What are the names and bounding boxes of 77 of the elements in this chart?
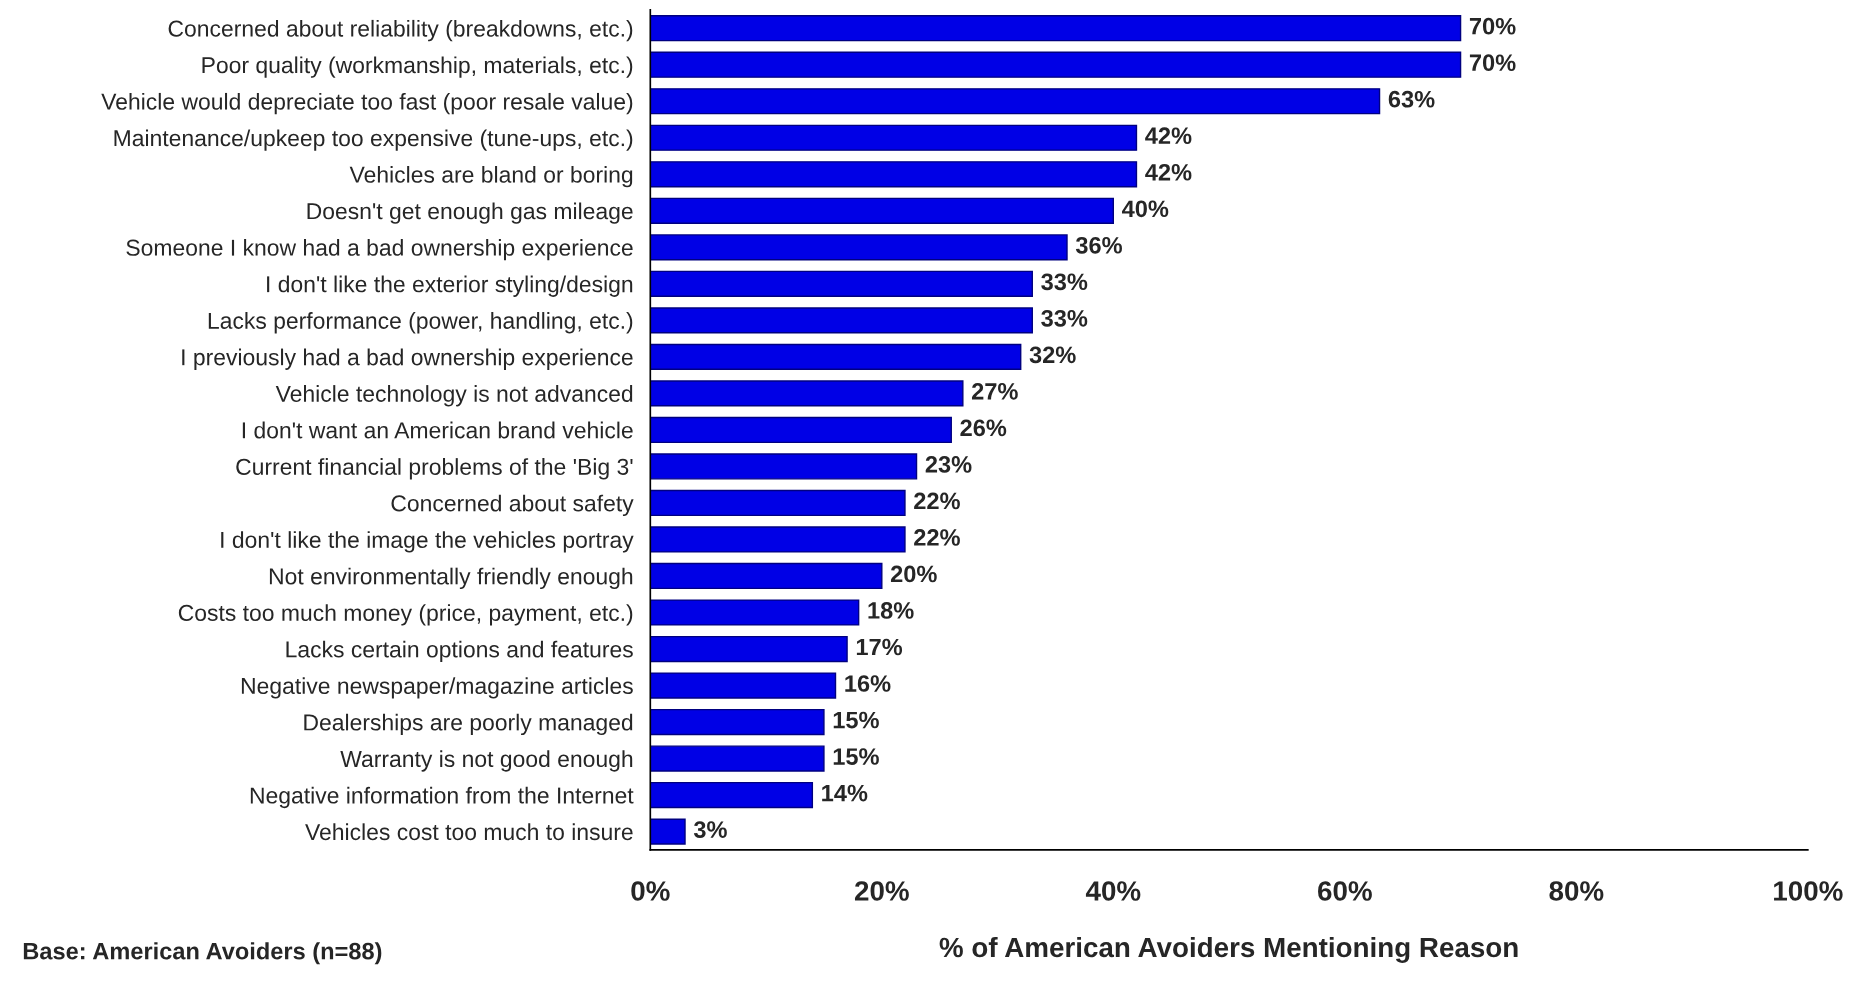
y-tick-label: I don't like the exterior styling/design [267, 275, 633, 297]
x-tick-label: 40% [1085, 881, 1141, 901]
bar [650, 562, 883, 590]
data-label: 70% [1469, 54, 1516, 72]
y-tick-label: Vehicle would depreciate too fast (poor resale value) [101, 92, 633, 115]
y-tick-label: Costs too much money (price, payment, etc.) [178, 604, 633, 626]
data-label: 33% [1041, 309, 1088, 327]
y-tick-label: Negative newspaper/magazine articles [241, 677, 633, 699]
bar [650, 161, 1138, 188]
data-label: 32% [1029, 346, 1076, 364]
bar [650, 343, 1022, 370]
bar [650, 526, 906, 553]
y-tick-label: Not environmentally friendly enough [269, 567, 633, 590]
y-tick-label: I don't like the image the vehicles portray [221, 531, 634, 553]
x-tick-label: 0% [631, 881, 670, 901]
bar [650, 51, 1462, 78]
data-label: 33% [1041, 273, 1088, 291]
bar [650, 307, 1033, 334]
x-tick-label: 20% [854, 881, 909, 901]
bar [650, 124, 1138, 151]
y-tick-label: Vehicles are bland or boring [349, 165, 633, 188]
x-tick-label: 100% [1774, 881, 1843, 901]
bar [650, 234, 1068, 261]
y-tick-label: I don't want an American brand vehicle [242, 421, 633, 439]
bar [650, 380, 964, 407]
y-tick-label: Maintenance/upkeep too expensive (tune-ups, etc.) [114, 129, 633, 151]
bar [650, 489, 906, 517]
y-tick-label: Lacks certain options and features [286, 640, 633, 663]
bar [650, 745, 825, 772]
y-tick-label: Concerned about safety [391, 494, 634, 516]
y-tick-label: Concerned about reliability (breakdowns, etc.) [168, 19, 633, 42]
data-label: 70% [1469, 17, 1516, 35]
data-label: 22% [914, 492, 960, 510]
data-label: 17% [856, 638, 903, 656]
data-label: 40% [1122, 200, 1169, 218]
data-label: 16% [845, 675, 891, 692]
bar [650, 15, 1462, 42]
data-label: 14% [822, 784, 868, 802]
data-label: 63% [1388, 90, 1435, 108]
y-tick-label: Warranty is not good enough [340, 750, 633, 772]
y-tick-label: Vehicles cost too much to insure [305, 823, 633, 841]
bar [650, 708, 825, 736]
text: Base: American Avoiders (n=88) [23, 942, 382, 965]
bar [650, 818, 686, 845]
bar [650, 599, 860, 626]
bar [650, 453, 918, 480]
data-label: 18% [868, 602, 914, 619]
data-label: 22% [914, 529, 960, 546]
data-label: 23% [925, 456, 972, 473]
data-label: 36% [1075, 236, 1122, 254]
y-tick-label: Dealerships are poorly managed [304, 713, 633, 736]
data-label: 15% [833, 711, 879, 729]
bar [650, 416, 952, 444]
data-label: 42% [1145, 127, 1192, 145]
data-label: 42% [1145, 163, 1192, 181]
y-tick-label: Someone I know had a bad ownership experience [126, 239, 633, 261]
data-label: 26% [960, 419, 1007, 437]
bar [650, 635, 848, 663]
y-tick-label: Negative information from the Internet [250, 786, 634, 809]
y-tick-label: Poor quality (workmanship, materials, etc.) [202, 56, 633, 78]
data-label: 3% [693, 821, 727, 838]
y-tick-label: Lacks performance (power, handling, etc.) [208, 312, 633, 334]
bar [650, 781, 814, 809]
x-tick-label: 60% [1318, 881, 1372, 901]
y-tick-label: Vehicle technology is not advanced [275, 385, 633, 407]
x-tick-label: 80% [1549, 881, 1604, 901]
x-axis-title: % of American Avoiders Mentioning Reason [939, 936, 1518, 963]
bar [650, 197, 1115, 224]
data-label: 15% [833, 748, 879, 765]
bar [650, 270, 1033, 297]
y-tick-label: Current financial problems of the 'Big 3' [236, 458, 633, 480]
y-tick-label: Doesn't get enough gas mileage [307, 202, 633, 224]
y-tick-label: I previously had a bad ownership experience [182, 348, 633, 370]
bar [650, 672, 837, 699]
bar [650, 88, 1381, 115]
data-label: 27% [971, 383, 1018, 400]
data-label: 20% [890, 565, 937, 583]
